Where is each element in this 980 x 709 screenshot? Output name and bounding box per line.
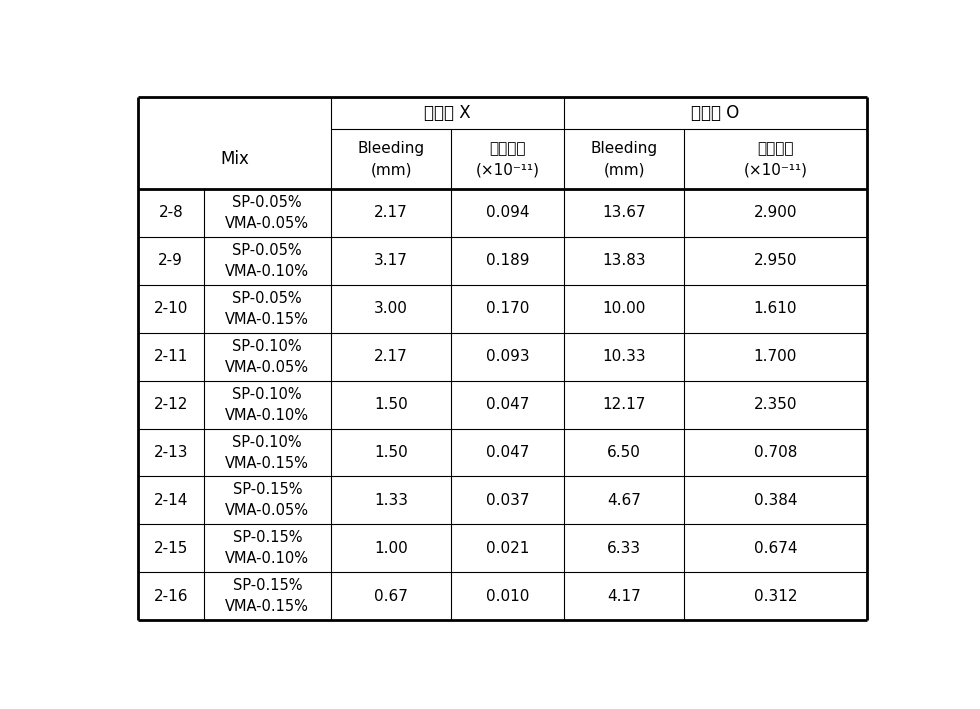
Text: 투수계수
(×10⁻¹¹): 투수계수 (×10⁻¹¹) bbox=[475, 141, 540, 177]
Text: Mix: Mix bbox=[220, 150, 249, 168]
Text: SP-0.15%
VMA-0.15%: SP-0.15% VMA-0.15% bbox=[225, 579, 310, 614]
Text: 12.17: 12.17 bbox=[603, 397, 646, 412]
Text: 13.83: 13.83 bbox=[603, 253, 646, 269]
Text: SP-0.10%
VMA-0.10%: SP-0.10% VMA-0.10% bbox=[225, 386, 310, 423]
Text: 4.67: 4.67 bbox=[608, 493, 641, 508]
Text: SP-0.05%
VMA-0.10%: SP-0.05% VMA-0.10% bbox=[225, 243, 310, 279]
Text: 투수계수
(×10⁻¹¹): 투수계수 (×10⁻¹¹) bbox=[744, 141, 808, 177]
Text: 3.17: 3.17 bbox=[374, 253, 408, 269]
Text: SP-0.05%
VMA-0.05%: SP-0.05% VMA-0.05% bbox=[225, 195, 310, 231]
Text: 0.094: 0.094 bbox=[486, 206, 529, 220]
Text: 1.00: 1.00 bbox=[374, 541, 408, 556]
Text: 0.093: 0.093 bbox=[486, 350, 529, 364]
Text: 2.900: 2.900 bbox=[754, 206, 797, 220]
Text: 4.17: 4.17 bbox=[608, 588, 641, 604]
Text: 2-11: 2-11 bbox=[154, 350, 188, 364]
Text: 1.50: 1.50 bbox=[374, 445, 408, 460]
Text: Bleeding
(mm): Bleeding (mm) bbox=[591, 141, 658, 177]
Text: 2-8: 2-8 bbox=[159, 206, 183, 220]
Text: 3.00: 3.00 bbox=[374, 301, 408, 316]
Text: 6.50: 6.50 bbox=[608, 445, 641, 460]
Text: 2.350: 2.350 bbox=[754, 397, 797, 412]
Text: 2-16: 2-16 bbox=[154, 588, 188, 604]
Text: 2-12: 2-12 bbox=[154, 397, 188, 412]
Text: 0.047: 0.047 bbox=[486, 445, 529, 460]
Text: 0.67: 0.67 bbox=[374, 588, 408, 604]
Text: 2.17: 2.17 bbox=[374, 350, 408, 364]
Text: 2-14: 2-14 bbox=[154, 493, 188, 508]
Text: SP-0.15%
VMA-0.10%: SP-0.15% VMA-0.10% bbox=[225, 530, 310, 566]
Text: 1.610: 1.610 bbox=[754, 301, 797, 316]
Text: SP-0.15%
VMA-0.05%: SP-0.15% VMA-0.05% bbox=[225, 482, 310, 518]
Text: 강연선 O: 강연선 O bbox=[691, 104, 740, 122]
Text: 2-9: 2-9 bbox=[159, 253, 183, 269]
Text: 0.384: 0.384 bbox=[754, 493, 797, 508]
Text: 0.170: 0.170 bbox=[486, 301, 529, 316]
Text: 10.33: 10.33 bbox=[603, 350, 646, 364]
Text: 0.021: 0.021 bbox=[486, 541, 529, 556]
Text: 0.010: 0.010 bbox=[486, 588, 529, 604]
Text: 1.33: 1.33 bbox=[374, 493, 408, 508]
Text: 1.700: 1.700 bbox=[754, 350, 797, 364]
Text: SP-0.10%
VMA-0.05%: SP-0.10% VMA-0.05% bbox=[225, 339, 310, 375]
Text: 0.047: 0.047 bbox=[486, 397, 529, 412]
Text: 2-15: 2-15 bbox=[154, 541, 188, 556]
Text: 6.33: 6.33 bbox=[608, 541, 641, 556]
Text: SP-0.05%
VMA-0.15%: SP-0.05% VMA-0.15% bbox=[225, 291, 310, 327]
Text: 0.674: 0.674 bbox=[754, 541, 797, 556]
Text: Bleeding
(mm): Bleeding (mm) bbox=[358, 141, 424, 177]
Text: SP-0.10%
VMA-0.15%: SP-0.10% VMA-0.15% bbox=[225, 435, 310, 471]
Text: 2-13: 2-13 bbox=[154, 445, 188, 460]
Text: 13.67: 13.67 bbox=[603, 206, 646, 220]
Text: 2-10: 2-10 bbox=[154, 301, 188, 316]
Text: 강연선 X: 강연선 X bbox=[424, 104, 471, 122]
Text: 0.189: 0.189 bbox=[486, 253, 529, 269]
Text: 0.037: 0.037 bbox=[486, 493, 529, 508]
Text: 10.00: 10.00 bbox=[603, 301, 646, 316]
Text: 1.50: 1.50 bbox=[374, 397, 408, 412]
Text: 0.708: 0.708 bbox=[754, 445, 797, 460]
Text: 2.17: 2.17 bbox=[374, 206, 408, 220]
Text: 2.950: 2.950 bbox=[754, 253, 797, 269]
Text: 0.312: 0.312 bbox=[754, 588, 797, 604]
